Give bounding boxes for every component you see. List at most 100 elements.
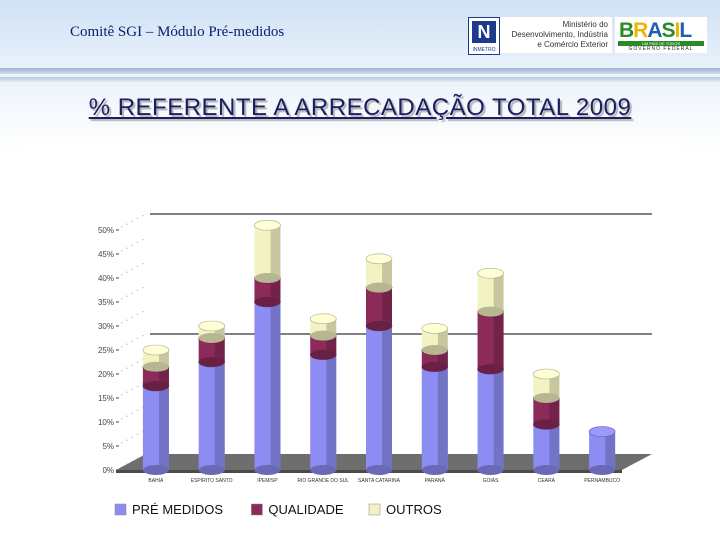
ministry-logo: Ministério do Desenvolvimento, Indústria… xyxy=(500,17,612,53)
x-tick-label: PERNAMBUCO xyxy=(584,478,620,484)
ministry-line: Desenvolvimento, Indústria xyxy=(511,30,609,39)
bar-segment-bottom xyxy=(142,381,169,391)
bar-segment-shade xyxy=(326,354,337,470)
chart-panel: 0% 5% 10% 15% 20% 25% 30% 35% 40% 45% 50% BAHIA ESPÍ… xyxy=(30,143,680,535)
brasil-logo: BRASIL UM PAÍS DE TODOS GOVERNO FEDERAL xyxy=(615,17,707,53)
bar-segment-bottom xyxy=(366,282,392,293)
x-tick-label: RIO GRANDE DO SUL xyxy=(297,478,349,484)
brasil-tagline: UM PAÍS DE TODOS xyxy=(618,41,704,46)
bar-segment-shade xyxy=(214,338,225,362)
bar-segment-top xyxy=(421,323,449,334)
bar-segment-top xyxy=(254,219,281,231)
bar-segment-top xyxy=(588,426,616,437)
bar-segment-bottom xyxy=(366,465,392,475)
bar-segment-shade xyxy=(159,366,169,386)
bar-segment-shade xyxy=(214,362,225,470)
bar-segment-top xyxy=(142,344,170,356)
header-rule-bottom xyxy=(0,77,720,82)
bar-segment-bottom xyxy=(421,345,448,355)
legend-label: OUTROS xyxy=(386,502,442,517)
depth-guide xyxy=(115,237,147,255)
bar-segment-shade xyxy=(437,328,448,350)
depth-guide xyxy=(115,381,147,399)
legend-label: QUALIDADE xyxy=(268,502,343,517)
bar-segment-shade xyxy=(437,366,448,470)
depth-guide xyxy=(115,333,147,351)
y-tick-label: 5% xyxy=(102,442,114,451)
bar-segment-bottom xyxy=(142,361,169,372)
depth-guide xyxy=(115,309,147,327)
bar-segment-shade xyxy=(326,335,337,355)
bar-segment-top xyxy=(365,253,393,265)
inmetro-label: INMETRO xyxy=(472,47,496,53)
bar-segment-shade xyxy=(270,302,281,470)
inmetro-n-icon: N xyxy=(472,21,496,43)
slide-title: % REFERENTE A ARRECADAÇÃO TOTAL 2009 xyxy=(88,94,632,121)
bar-segment-shade xyxy=(270,225,281,278)
depth-guide xyxy=(115,357,147,375)
bar-segment-bottom xyxy=(421,465,448,475)
y-tick-label: 45% xyxy=(98,250,114,259)
bar-segment-top xyxy=(309,313,337,325)
bar-segment-bottom xyxy=(477,465,504,475)
bar-segment-shade xyxy=(214,326,225,338)
bar-segment-top xyxy=(198,320,225,332)
bar-segment-bottom xyxy=(142,465,169,475)
bar-segment-bottom xyxy=(254,465,281,475)
header-title: Comitê SGI – Módulo Pré-medidos xyxy=(70,24,285,40)
bar-segment-shade xyxy=(270,278,281,302)
bar-segment-shade xyxy=(382,258,392,288)
bar-segment-bottom xyxy=(254,273,281,283)
bar-segment-shade xyxy=(382,326,392,470)
depth-guide xyxy=(115,285,147,303)
bar-segment-bottom xyxy=(198,357,225,367)
depth-guide xyxy=(115,213,147,231)
bar-segment-bottom xyxy=(589,465,616,475)
x-tick-label: ESPÍRITO SANTO xyxy=(191,477,233,484)
x-tick-label: IPEM/SP xyxy=(257,478,278,484)
bar-segment-bottom xyxy=(310,349,337,360)
bar-segment-shade xyxy=(159,350,169,367)
bar-segment-shade xyxy=(159,386,169,470)
inmetro-logo: N INMETRO xyxy=(468,17,500,55)
bar-segment-shade xyxy=(605,431,616,470)
x-tick-label: SANTA CATARINA xyxy=(358,478,401,484)
y-tick-label: 15% xyxy=(98,394,114,403)
bar-segment-bottom xyxy=(533,419,560,430)
y-tick-label: 0% xyxy=(102,466,114,475)
depth-guide xyxy=(115,429,147,447)
legend-label: PRÉ MEDIDOS xyxy=(132,502,223,517)
bar-segment-shade xyxy=(493,369,504,470)
legend-swatch xyxy=(368,503,381,516)
bar-segment-shade xyxy=(493,311,504,370)
depth-guide xyxy=(115,405,147,423)
bar-segment-shade xyxy=(549,374,560,398)
stacked-bar-chart: 0% 5% 10% 15% 20% 25% 30% 35% 40% 45% 50% BAHIA ESPÍ… xyxy=(98,213,652,517)
bar-segment-bottom xyxy=(366,321,392,331)
brasil-footer: GOVERNO FEDERAL xyxy=(628,46,694,52)
bar-segment-bottom xyxy=(533,465,560,475)
bar-segment-bottom xyxy=(421,361,448,372)
bar-segment-bottom xyxy=(198,333,225,343)
bar-segment-shade xyxy=(493,273,504,312)
x-tick-label: BAHIA xyxy=(148,478,164,484)
bar-segment-shade xyxy=(382,287,392,326)
bar-segment-bottom xyxy=(533,393,560,403)
y-tick-label: 10% xyxy=(98,418,114,427)
legend-swatch xyxy=(114,503,127,516)
bar-segment-top xyxy=(533,368,560,380)
ministry-line: Ministério do xyxy=(562,20,608,29)
bar-segment-top xyxy=(477,267,504,279)
bar-segment-shade xyxy=(549,398,560,425)
y-tick-label: 30% xyxy=(98,322,114,331)
bar-segment-shade xyxy=(326,318,337,336)
bar-segment-bottom xyxy=(310,330,337,341)
bar-segment-bottom xyxy=(254,297,281,307)
bar-segment-bottom xyxy=(477,306,504,317)
brasil-wordmark: BRASIL xyxy=(619,19,692,42)
header-rule-top xyxy=(0,68,720,74)
y-tick-label: 20% xyxy=(98,370,114,379)
bar-segment-shade xyxy=(549,424,560,470)
x-tick-label: PARANÁ xyxy=(425,477,446,484)
x-tick-label: GOIÁS xyxy=(483,477,500,484)
